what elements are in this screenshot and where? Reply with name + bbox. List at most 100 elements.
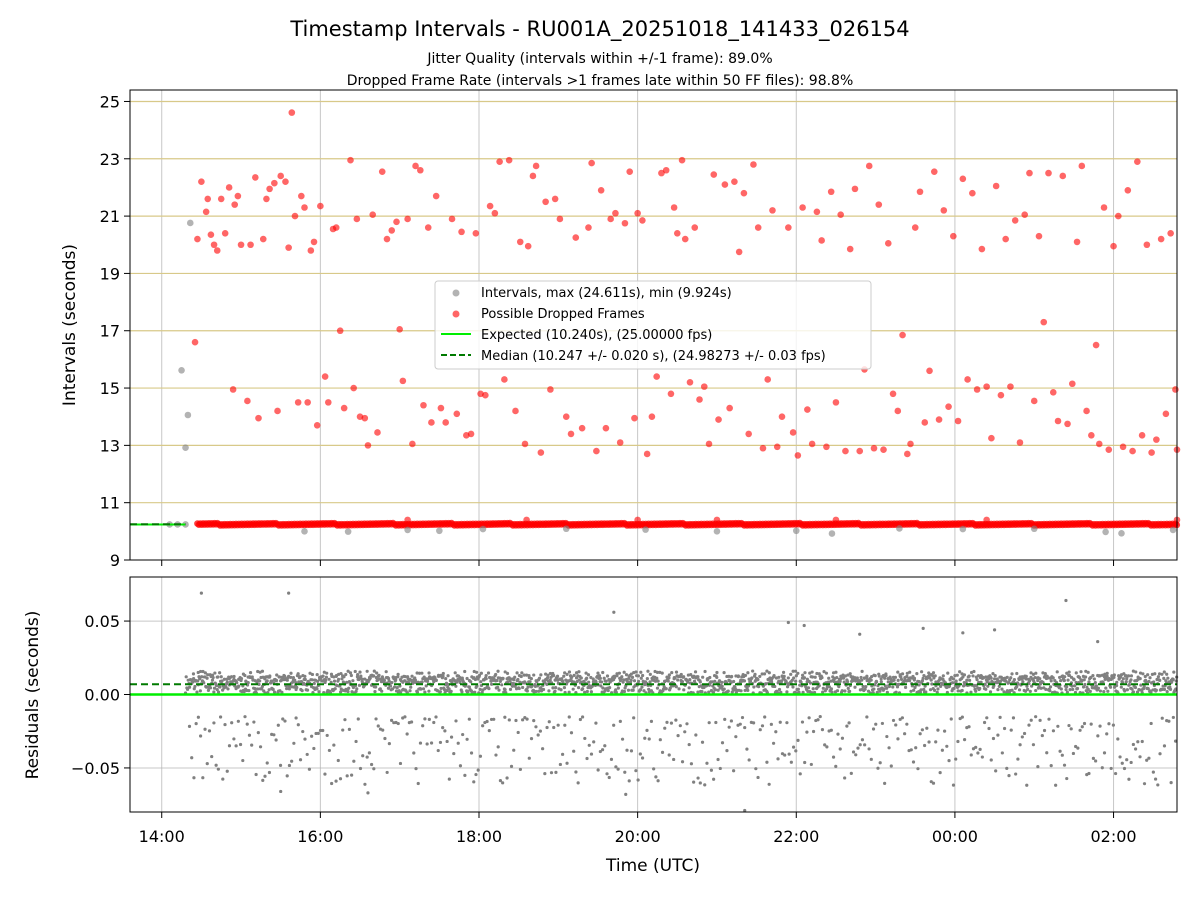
residual-point — [1065, 671, 1069, 675]
residual-point — [739, 678, 743, 682]
residual-point — [253, 687, 257, 691]
residual-point — [1044, 687, 1048, 691]
residual-point — [1055, 670, 1059, 674]
residual-point — [436, 748, 440, 753]
residual-point — [577, 670, 581, 674]
residual-point — [1064, 598, 1068, 603]
residual-point — [187, 724, 192, 728]
dropped-frame-point — [472, 229, 480, 237]
residual-point — [912, 688, 916, 692]
intervals-panel: 9 11 13 15 17 19 21 23 25 — [100, 89, 1181, 570]
residual-point — [980, 755, 984, 759]
residual-point — [960, 715, 964, 719]
residual-point — [1062, 763, 1067, 767]
residual-point — [357, 683, 362, 687]
residual-point — [1158, 752, 1162, 756]
residual-point — [1119, 685, 1123, 689]
residual-point — [696, 690, 700, 694]
residual-point — [198, 734, 203, 738]
residual-point — [905, 722, 909, 726]
jitter-quality-subtitle: Jitter Quality (intervals within +/-1 fr… — [426, 51, 772, 67]
residual-point — [856, 746, 860, 750]
residual-point — [555, 674, 560, 678]
residual-point — [1017, 677, 1021, 682]
residual-point — [229, 675, 234, 679]
residual-point — [525, 717, 529, 721]
residual-point — [794, 749, 798, 753]
residual-point — [232, 677, 236, 681]
residual-point — [941, 674, 945, 678]
residual-point — [256, 730, 260, 735]
residual-point — [415, 671, 419, 675]
residual-point — [432, 680, 436, 684]
residual-point — [545, 725, 549, 730]
residual-point — [581, 687, 585, 691]
residual-point — [1068, 688, 1072, 692]
residual-point — [797, 690, 801, 694]
residual-point — [1146, 687, 1150, 691]
dropped-frame-point — [945, 403, 952, 410]
residual-point — [280, 690, 284, 694]
residual-point — [552, 725, 556, 730]
residual-point — [352, 759, 356, 763]
residual-point — [936, 687, 940, 691]
residual-point — [1063, 675, 1067, 679]
dropped-frame-point — [516, 238, 524, 246]
residual-point — [608, 680, 612, 684]
dropped-frame-point — [926, 367, 933, 375]
intervals-y-tick-label: 23 — [100, 150, 120, 169]
residual-point — [360, 677, 365, 681]
legend-label-intervals: Intervals, max (24.611s), min (9.924s) — [481, 286, 732, 301]
residual-point — [887, 746, 891, 750]
residual-point — [806, 686, 811, 690]
residual-point — [325, 671, 329, 675]
residual-point — [372, 669, 376, 673]
residual-point — [1136, 740, 1140, 744]
residual-point — [929, 678, 933, 682]
dropped-frame-point — [1026, 169, 1033, 177]
residual-point — [1105, 674, 1109, 678]
residual-point — [1088, 689, 1092, 693]
residual-point — [199, 591, 203, 595]
residual-point — [891, 718, 896, 723]
dropped-frame-point — [785, 224, 792, 231]
residual-point — [1112, 673, 1116, 677]
residual-point — [517, 686, 521, 691]
residual-point — [409, 685, 413, 689]
residual-point — [429, 741, 434, 745]
residual-point — [645, 728, 649, 732]
residual-point — [773, 684, 777, 689]
residual-point — [1129, 678, 1133, 682]
residual-point — [587, 680, 591, 684]
dropped-frame-point — [523, 516, 530, 524]
residual-point — [649, 719, 654, 723]
dropped-frame-point — [266, 185, 273, 193]
residual-point — [456, 741, 460, 745]
residual-point — [645, 677, 649, 681]
residual-point — [1134, 670, 1138, 674]
interval-point — [562, 525, 570, 533]
dropped-frame-point — [1021, 211, 1029, 218]
residual-point — [1034, 688, 1038, 693]
residual-point — [851, 750, 856, 754]
residual-point — [494, 672, 498, 677]
residual-point — [278, 763, 283, 767]
residual-point — [948, 678, 952, 682]
residual-point — [707, 721, 711, 725]
residual-point — [1079, 670, 1083, 674]
residual-point — [528, 680, 532, 684]
residual-point — [679, 672, 683, 677]
dropped-frame-point — [813, 208, 821, 216]
dropped-frame-point — [1064, 420, 1071, 428]
residual-point — [720, 684, 724, 688]
residual-point — [1005, 766, 1009, 770]
residual-point — [824, 671, 829, 675]
residual-point — [549, 771, 554, 775]
residual-point — [678, 724, 682, 728]
residual-point — [317, 675, 322, 680]
residual-point — [1149, 721, 1153, 726]
residual-point — [453, 671, 457, 675]
residual-point — [817, 672, 821, 676]
residual-point — [626, 688, 631, 692]
dropped-frame-point — [364, 442, 372, 449]
